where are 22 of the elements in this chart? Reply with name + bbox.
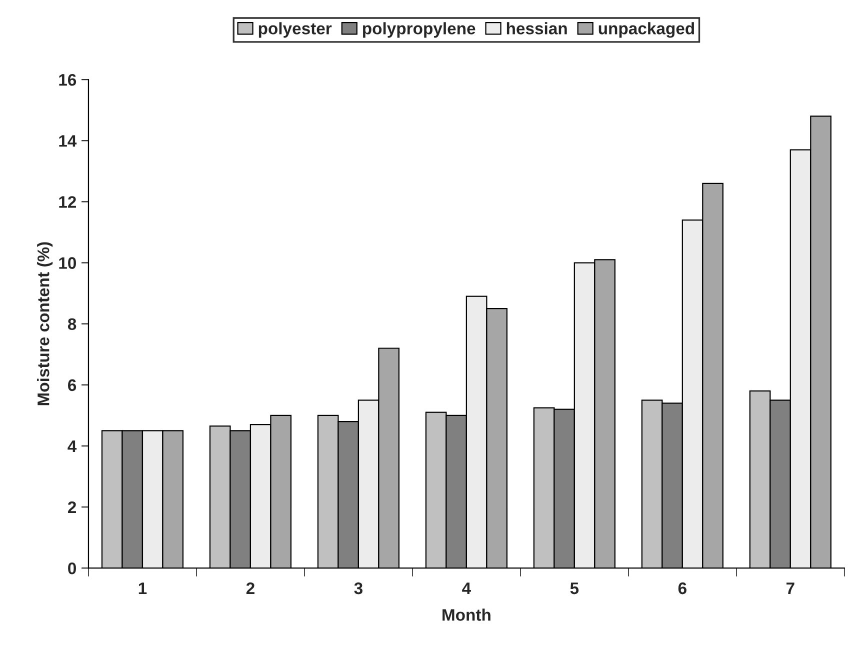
legend-label: hessian [506,22,567,34]
y-tick-label: 10 [59,257,76,269]
x-tick-label: 4 [462,582,471,594]
x-tick-label: 7 [786,582,794,594]
x-tick-label: 1 [138,582,147,594]
x-tick-label: 5 [570,582,579,594]
y-tick-label: 8 [68,318,76,330]
legend-label: polyester [258,22,332,38]
x-axis-title: Month [442,608,490,621]
y-tick-label: 4 [68,440,77,452]
y-tick-label: 12 [59,196,76,208]
y-tick-label: 2 [68,501,76,514]
y-tick-label: 16 [59,74,76,86]
y-axis-title: Moisture content (%) [37,242,53,406]
x-tick-label: 6 [678,582,686,594]
legend-label: polypropylene [362,22,476,38]
y-tick-label: 6 [68,379,76,392]
y-tick-label: 14 [59,135,77,147]
legend-label: unpackaged [598,22,694,38]
x-tick-label: 2 [246,582,254,594]
y-tick-label: 0 [68,562,76,574]
x-tick-label: 3 [354,582,362,594]
